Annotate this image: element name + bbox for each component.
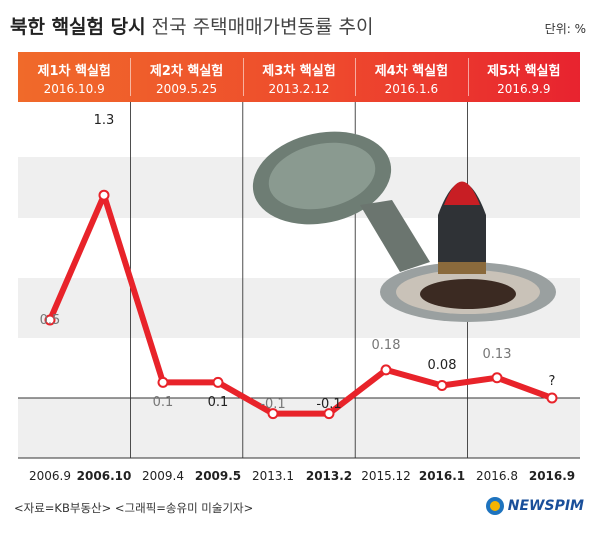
event-header-col-5: 제5차 핵실험 2016.9.9 <box>468 52 580 102</box>
data-label-1: 0.5 <box>40 313 61 328</box>
x-tick-label-7: 2015.12 <box>361 469 411 483</box>
event-label: 제4차 핵실험 <box>374 64 449 79</box>
event-date: 2009.5.25 <box>156 82 218 96</box>
data-point-3 <box>157 376 169 388</box>
event-date: 2016.9.9 <box>497 82 551 96</box>
silo-hole <box>420 279 516 309</box>
event-header: 제1차 핵실험 2016.10.9 제2차 핵실험 2009.5.25 제3차 핵실험 2… <box>18 52 580 102</box>
unit-label: 단위: % <box>544 22 586 36</box>
x-tick-label-5: 2013.1 <box>252 469 294 483</box>
event-date: 2013.2.12 <box>268 82 330 96</box>
data-point-1 <box>44 314 56 326</box>
event-header-separator <box>130 58 132 96</box>
x-tick-label-2: 2006.10 <box>77 469 132 483</box>
missile-band <box>438 262 486 274</box>
event-header-separator <box>242 58 244 96</box>
event-header-col-1: 제1차 핵실험 2016.10.9 <box>18 52 130 102</box>
silo-hatch-inner <box>268 142 376 210</box>
event-header-separator <box>355 58 357 96</box>
event-label: 제5차 핵실험 <box>487 64 561 79</box>
newspim-logo: NEWSPIM <box>485 497 584 515</box>
silo-hinge-arm <box>360 200 430 272</box>
event-date: 2016.1.6 <box>384 82 439 96</box>
data-point-5 <box>267 408 279 420</box>
series-line <box>47 192 555 417</box>
data-label-4: 0.1 <box>208 395 229 410</box>
x-tick-label-9: 2016.8 <box>476 469 518 483</box>
event-label: 제3차 핵실험 <box>262 64 336 79</box>
event-header-col-3: 제3차 핵실험 2013.2.12 <box>243 52 355 102</box>
event-header-col-4: 제4차 핵실험 2016.1.6 <box>355 52 467 102</box>
data-label-8: 0.08 <box>428 358 457 373</box>
grid-band <box>18 398 580 458</box>
data-point-6 <box>323 408 335 420</box>
data-label-3: 0.1 <box>153 395 174 410</box>
event-label: 제2차 핵실험 <box>149 64 224 79</box>
logo-text: NEWSPIM <box>507 498 584 514</box>
chart-title: 북한 핵실험 당시 전국 주택매매가변동률 추이 <box>10 12 373 39</box>
data-point-4 <box>212 376 224 388</box>
data-point-8 <box>436 380 448 392</box>
title-bold: 북한 핵실험 당시 <box>10 16 146 38</box>
event-date: 2016.10.9 <box>43 82 105 96</box>
data-point-10 <box>546 392 558 404</box>
data-label-9: 0.13 <box>483 347 512 362</box>
missile-silo-illustration <box>252 131 556 322</box>
newspim-logo-icon <box>485 497 504 515</box>
source-credit: <자료=KB부동산> <그래픽=송유미 미술기자> <box>14 501 254 515</box>
event-header-col-2: 제2차 핵실험 2009.5.25 <box>130 52 242 102</box>
x-tick-label-6: 2013.2 <box>306 469 352 483</box>
data-label-6: -0.1 <box>316 397 341 412</box>
data-point-2 <box>98 189 110 201</box>
data-label-2: 1.3 <box>94 113 115 128</box>
x-tick-label-3: 2009.4 <box>142 469 184 483</box>
data-label-5: -0.1 <box>260 397 285 412</box>
event-header-separator <box>467 58 469 96</box>
x-tick-label-8: 2016.1 <box>419 469 465 483</box>
x-tick-label-10: 2016.9 <box>529 469 575 483</box>
event-label: 제1차 핵실험 <box>37 64 111 79</box>
title-light: 전국 주택매매가변동률 추이 <box>151 16 374 38</box>
missile-nose <box>444 181 480 205</box>
x-tick-label-4: 2009.5 <box>195 469 241 483</box>
data-point-7 <box>380 364 392 376</box>
x-tick-label-1: 2006.9 <box>29 469 71 483</box>
data-label-10: ? <box>549 374 556 389</box>
data-point-9 <box>491 372 503 384</box>
data-label-7: 0.18 <box>372 338 401 353</box>
